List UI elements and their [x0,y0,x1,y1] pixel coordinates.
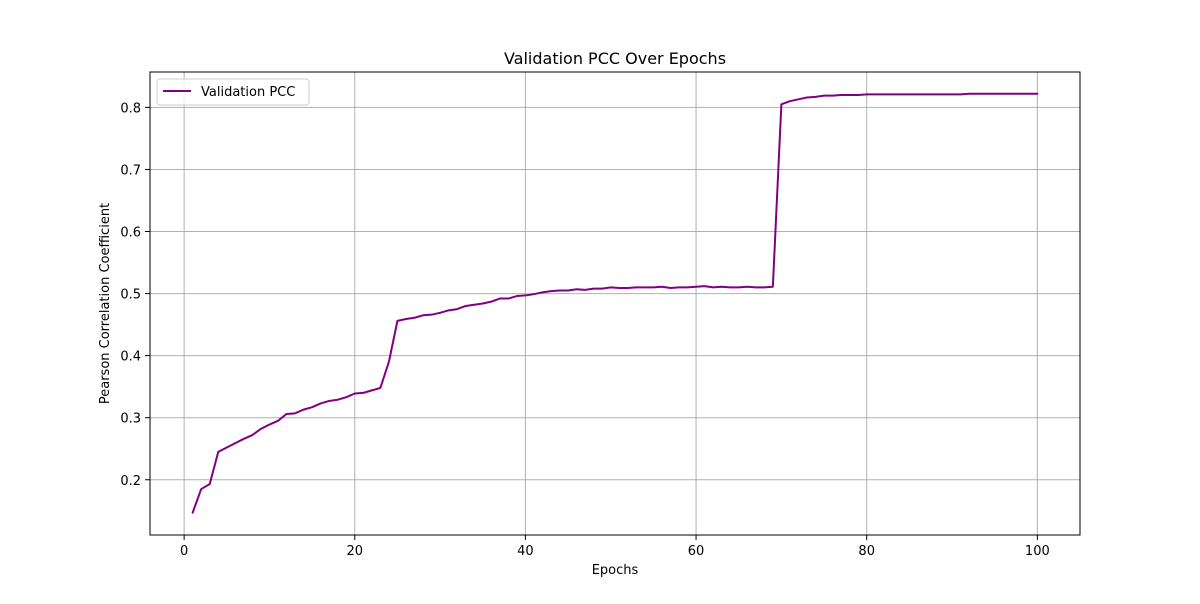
y-tick-label: 0.3 [120,412,141,427]
x-tick-label: 20 [346,544,363,559]
y-tick-label: 0.6 [120,226,141,241]
chart-title: Validation PCC Over Epochs [504,49,726,68]
series-line-validation-pcc [191,92,1039,514]
series-layer [191,92,1039,514]
legend-label: Validation PCC [201,85,295,100]
legend-box [156,78,310,106]
grid-lines [150,72,1080,535]
y-tick-label: 0.8 [120,101,141,116]
y-tick-label: 0.4 [120,350,141,365]
legend: Validation PCC [156,78,310,106]
y-tick-label: 0.5 [120,288,141,303]
y-tick-label: 0.7 [120,163,141,178]
x-tick-label: 60 [688,544,705,559]
x-axis-label: Epochs [592,563,639,578]
plot-frame [149,71,1081,536]
x-tick-label: 40 [517,544,534,559]
y-axis-label: Pearson Correlation Coefficient [98,203,113,404]
y-tick-label: 0.2 [120,474,141,489]
x-tick-label: 0 [180,544,188,559]
axis-ticks: 0 20 40 60 80 100 0.2 0.3 0.4 0.5 0.6 0.7 0.8 [120,101,1049,559]
x-tick-label: 100 [1025,544,1050,559]
x-tick-label: 80 [858,544,875,559]
